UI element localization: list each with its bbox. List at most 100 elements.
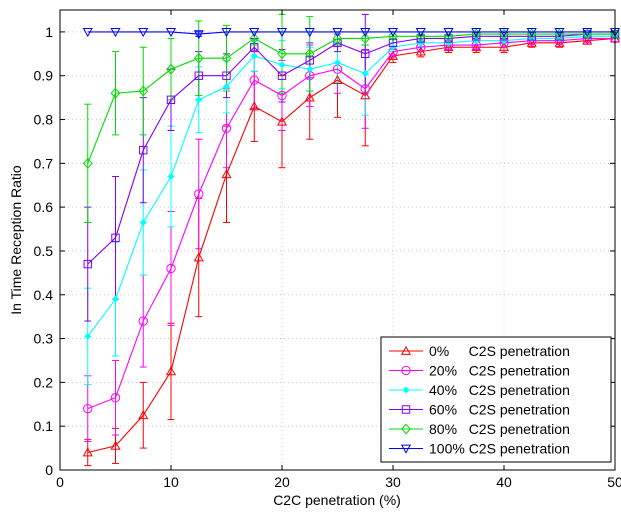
data-point (194, 71, 203, 80)
series-line (87, 33, 615, 265)
data-point (195, 96, 203, 104)
series-line (87, 31, 615, 35)
data-point (276, 28, 288, 38)
data-point (360, 33, 371, 44)
data-point (471, 28, 482, 40)
data-point (415, 30, 426, 42)
y-tick-label: 0.2 (34, 374, 54, 390)
series-line (87, 35, 615, 337)
data-point (82, 447, 93, 457)
data-point (388, 30, 398, 42)
x-tick-label: 30 (385, 474, 401, 490)
data-point (389, 43, 397, 51)
data-point (139, 145, 148, 155)
data-point (165, 28, 177, 38)
data-point (416, 34, 425, 43)
legend-item: 0% C2S penetration (389, 343, 570, 359)
data-point (250, 52, 258, 60)
data-point (304, 92, 315, 102)
data-point (360, 28, 371, 38)
legend-label: 100% C2S penetration (429, 441, 570, 457)
error-bar (84, 103, 92, 223)
axis-ticks: 0 10 20 30 40 50 0 0.1 0.2 0.3 0.4 0.5 0.6 0.7 0.8 0.9 1 (34, 10, 621, 490)
legend-label: 60% C2S penetration (429, 402, 570, 418)
data-point (249, 75, 259, 85)
data-point (223, 83, 230, 91)
y-tick-label: 0.7 (34, 155, 54, 171)
legend: 0% C2S penetration 20% C2S penetration 40%… (380, 336, 612, 463)
legend-item: 40% C2S penetration (389, 382, 570, 398)
legend-label: 0% C2S penetration (429, 343, 570, 359)
data-point (334, 59, 341, 67)
y-tick-label: 1 (45, 24, 53, 40)
data-point (277, 71, 287, 80)
data-point (139, 218, 147, 226)
data-point (166, 95, 176, 105)
data-point (194, 189, 204, 199)
legend-label: 40% C2S penetration (429, 382, 570, 398)
legend-label: 80% C2S penetration (429, 421, 570, 437)
y-tick-label: 0.3 (34, 331, 54, 347)
data-point (249, 28, 260, 38)
legend-item: 60% C2S penetration (389, 402, 570, 418)
data-point (471, 42, 482, 52)
legend-box (380, 336, 612, 463)
data-point (166, 263, 176, 274)
data-point (138, 316, 148, 326)
data-point (499, 28, 509, 40)
data-point (304, 28, 315, 38)
data-point (333, 38, 342, 48)
data-point (110, 440, 121, 450)
y-axis-title: In Time Reception Ratio (8, 165, 24, 315)
data-point (193, 30, 204, 40)
data-point (222, 71, 231, 80)
data-point (360, 90, 371, 100)
data-point (138, 410, 149, 420)
data-point (332, 28, 343, 38)
data-point (112, 295, 119, 303)
data-point (526, 37, 537, 47)
data-point (111, 233, 120, 243)
data-point (443, 42, 454, 52)
data-point (554, 28, 565, 40)
data-point (249, 101, 260, 111)
data-point (443, 28, 454, 38)
y-tick-label: 0.4 (34, 287, 54, 303)
data-point (277, 90, 287, 101)
data-point (277, 48, 287, 60)
legend-marker (401, 365, 411, 376)
series-line (87, 37, 616, 454)
data-point (110, 393, 121, 403)
y-tick-label: 0.8 (34, 112, 54, 128)
data-point (387, 28, 399, 38)
data-point (221, 28, 232, 38)
data-point (498, 28, 510, 38)
data-point (527, 32, 536, 41)
data-point (82, 28, 93, 38)
data-point (221, 123, 232, 133)
data-point (83, 403, 93, 414)
data-point (83, 259, 92, 269)
x-tick-label: 40 (496, 474, 512, 490)
data-point (582, 35, 593, 45)
legend-item: 100% C2S penetration (389, 441, 570, 457)
data-point (582, 28, 593, 40)
y-tick-label: 0.6 (34, 199, 54, 215)
data-point (361, 49, 370, 59)
legend-marker (402, 386, 410, 394)
data-point (276, 116, 288, 126)
data-point (221, 52, 232, 64)
data-point (165, 366, 177, 376)
legend-marker (400, 345, 412, 355)
data-point (306, 65, 314, 73)
x-tick-label: 20 (274, 474, 290, 490)
data-point (193, 252, 204, 262)
data-point (555, 32, 564, 41)
x-axis-title: C2C penetration (%) (273, 492, 401, 508)
data-point (304, 48, 315, 60)
x-tick-label: 50 (607, 474, 621, 490)
data-point (361, 70, 369, 78)
data-point (138, 85, 149, 97)
data-point (554, 37, 565, 47)
